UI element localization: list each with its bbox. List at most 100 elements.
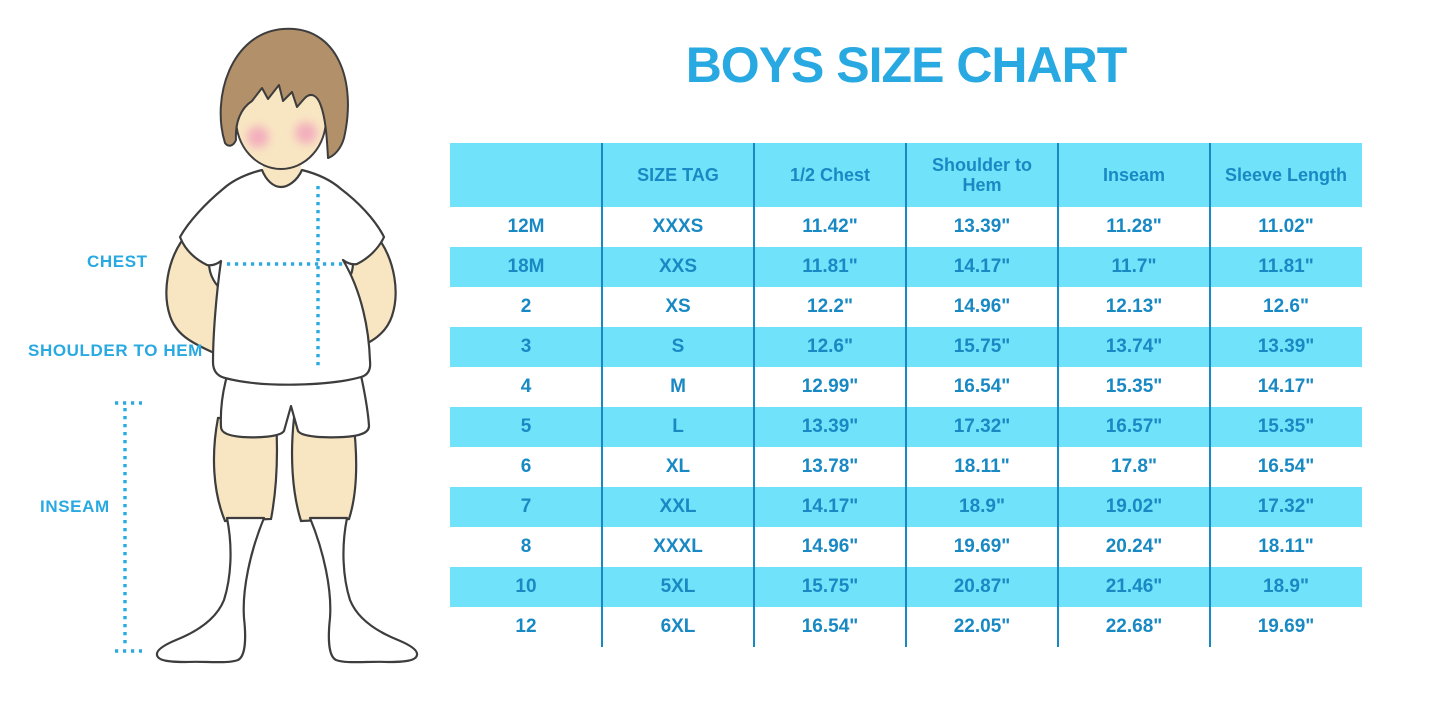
table-row: 6 XL 13.78" 18.11" 17.8" 16.54" (450, 447, 1362, 487)
table-cell: 11.42" (802, 216, 858, 237)
boy-right-cheek (295, 122, 317, 144)
table-cell: 19.69" (953, 536, 1011, 557)
boy-tshirt (178, 168, 386, 386)
table-row: 4 M 12.99" 16.54" 15.35" 14.17" (450, 367, 1362, 407)
table-cell: 12.6" (1263, 296, 1309, 317)
table-cell: 10 (515, 576, 537, 597)
table-cell: 12.13" (1105, 296, 1163, 317)
boy-hair (219, 27, 349, 159)
measurement-figure: CHEST SHOULDER TO HEM INSEAM (0, 0, 450, 723)
table-cell: 5XL (660, 576, 696, 597)
table-cell: 11.28" (1106, 216, 1162, 237)
table-cell: XL (665, 456, 691, 477)
table-cell: 18M (507, 256, 545, 277)
table-cell: XXL (659, 496, 697, 517)
table-cell: L (672, 416, 684, 437)
table-row: 8 XXXL 14.96" 19.69" 20.24" 18.11" (450, 527, 1362, 567)
table-cell: 12.2" (807, 296, 853, 317)
table-cell: 13.74" (1105, 336, 1163, 357)
table-cell: 16.54" (801, 616, 859, 637)
table-row: 12 6XL 16.54" 22.05" 22.68" 19.69" (450, 607, 1362, 647)
table-cell: 6 (520, 456, 532, 477)
table-cell: 11.02" (1258, 216, 1314, 237)
table-row: 7 XXL 14.17" 18.9" 19.02" 17.32" (450, 487, 1362, 527)
table-cell: 14.96" (801, 536, 859, 557)
table-cell: 14.17" (801, 496, 859, 517)
size-table-body: 12M XXXS 11.42" 13.39" 11.28" 11.02" 18M XXS 11.… (450, 207, 1362, 647)
boy-left-sock (155, 516, 266, 664)
table-cell: 5 (520, 416, 532, 437)
table-cell: 17.32" (1257, 496, 1315, 517)
table-row: 18M XXS 11.81" 14.17" 11.7" 11.81" (450, 247, 1362, 287)
boy-left-leg (212, 416, 279, 523)
table-cell: 22.68" (1105, 616, 1163, 637)
table-cell: 13.39" (953, 216, 1011, 237)
table-header-row: SIZE TAG 1/2 Chest Shoulder to Hem Insea… (450, 143, 1362, 207)
table-cell: 20.24" (1105, 536, 1163, 557)
table-row: 5 L 13.39" 17.32" 16.57" 15.35" (450, 407, 1362, 447)
table-cell: 11.7" (1111, 256, 1157, 277)
table-cell: 16.54" (953, 376, 1011, 397)
table-cell: 18.11" (1258, 536, 1314, 557)
table-row: 3 S 12.6" 15.75" 13.74" 13.39" (450, 327, 1362, 367)
table-cell: 21.46" (1105, 576, 1163, 597)
table-cell: 2 (520, 296, 532, 317)
table-cell: 22.05" (953, 616, 1011, 637)
boy-illustration (115, 27, 419, 664)
size-table: SIZE TAG 1/2 Chest Shoulder to Hem Insea… (450, 143, 1362, 647)
table-cell: 14.17" (953, 256, 1011, 277)
table-cell: 13.39" (801, 416, 859, 437)
header-cell-size-tag: SIZE TAG (637, 164, 719, 185)
table-cell: 4 (520, 376, 532, 397)
table-cell: 12 (515, 616, 537, 637)
boy-right-sock (308, 516, 419, 664)
table-cell: XS (665, 296, 691, 317)
table-cell: 15.75" (953, 336, 1011, 357)
table-cell: 16.54" (1257, 456, 1315, 477)
table-cell: 19.02" (1105, 496, 1163, 517)
table-cell: 19.69" (1257, 616, 1315, 637)
table-cell: 18.11" (954, 456, 1010, 477)
table-cell: XXS (658, 256, 698, 277)
header-cell-sleeve-length: Sleeve Length (1224, 164, 1348, 185)
header-cell-half-chest: 1/2 Chest (789, 164, 871, 185)
table-cell: 7 (520, 496, 532, 517)
shoulder-to-hem-label: SHOULDER TO HEM (28, 341, 203, 360)
table-cell: S (671, 336, 685, 357)
table-cell: M (670, 376, 686, 397)
header-cell-shoulder-to-hem: Shoulder to Hem (932, 154, 1032, 195)
table-cell: XXXS (652, 216, 704, 237)
table-cell: 14.17" (1257, 376, 1315, 397)
table-cell: 12.99" (801, 376, 859, 397)
table-cell: 11.81" (1258, 256, 1314, 277)
table-row: 12M XXXS 11.42" 13.39" 11.28" 11.02" (450, 207, 1362, 247)
table-cell: 15.75" (801, 576, 859, 597)
table-cell: 13.78" (801, 456, 859, 477)
boy-left-cheek (247, 126, 269, 148)
boy-right-leg (290, 416, 358, 523)
table-cell: 15.35" (1105, 376, 1163, 397)
table-cell: 18.9" (959, 496, 1005, 517)
table-cell: 16.57" (1105, 416, 1163, 437)
table-cell: 15.35" (1257, 416, 1315, 437)
table-cell: 11.81" (802, 256, 858, 277)
table-cell: 12M (507, 216, 545, 237)
table-row: 10 5XL 15.75" 20.87" 21.46" 18.9" (450, 567, 1362, 607)
table-cell: 17.8" (1111, 456, 1157, 477)
page-title: BOYS SIZE CHART (685, 37, 1128, 93)
table-cell: 14.96" (953, 296, 1011, 317)
inseam-label: INSEAM (40, 497, 110, 516)
table-cell: XXXL (653, 536, 703, 557)
table-cell: 18.9" (1263, 576, 1309, 597)
table-cell: 17.32" (953, 416, 1011, 437)
table-cell: 13.39" (1257, 336, 1315, 357)
table-row: 2 XS 12.2" 14.96" 12.13" 12.6" (450, 287, 1362, 327)
table-cell: 6XL (660, 616, 696, 637)
table-cell: 3 (520, 336, 532, 357)
table-cell: 8 (520, 536, 532, 557)
table-cell: 12.6" (807, 336, 853, 357)
header-cell-inseam: Inseam (1102, 164, 1166, 185)
table-cell: 20.87" (953, 576, 1011, 597)
chest-label: CHEST (87, 252, 148, 271)
